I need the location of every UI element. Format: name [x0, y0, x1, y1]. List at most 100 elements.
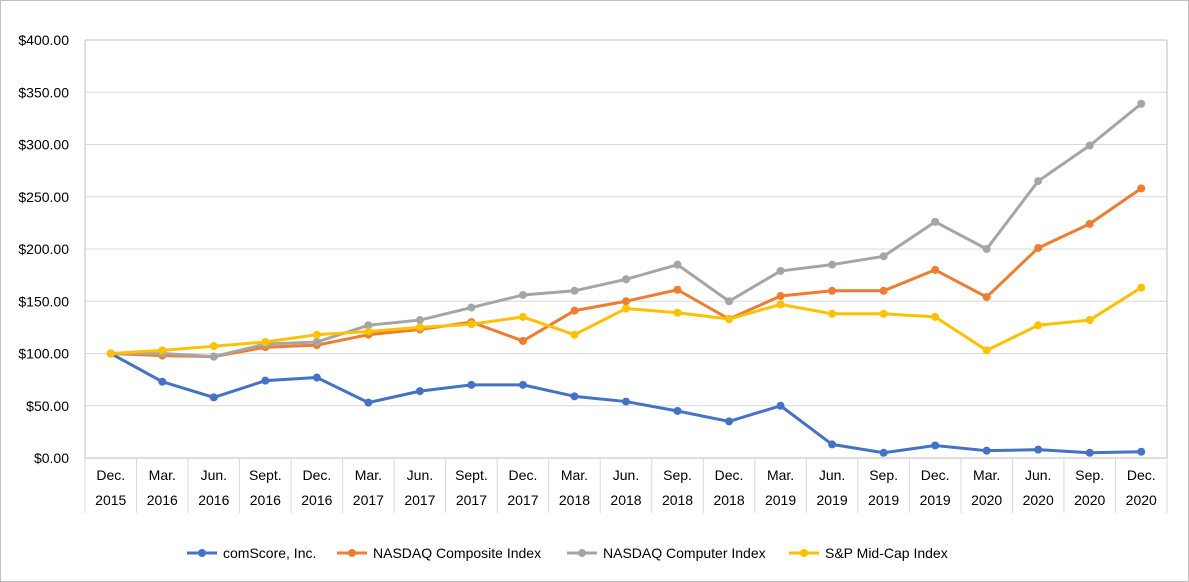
- x-tick-label-year: 2016: [147, 492, 178, 508]
- data-point-s-p-mid-cap-index: [570, 330, 579, 339]
- x-tick-label-month: Dec.: [921, 467, 950, 483]
- data-point-nasdaq-computer-index: [879, 252, 888, 261]
- legend-item-nasdaq-composite-index: NASDAQ Composite Index: [337, 545, 541, 561]
- y-tick-label: $0.00: [34, 450, 69, 466]
- x-tick-label-year: 2018: [610, 492, 641, 508]
- data-point-nasdaq-composite-index: [673, 285, 682, 294]
- legend-item-comscore-inc: comScore, Inc.: [187, 545, 316, 561]
- x-tick-label-month: Mar.: [767, 467, 794, 483]
- data-point-comscore-inc: [725, 417, 734, 426]
- x-tick-label-year: 2016: [301, 492, 332, 508]
- data-point-comscore-inc: [776, 401, 785, 410]
- data-point-comscore-inc: [467, 380, 476, 389]
- x-tick-label-month: Sept.: [249, 467, 282, 483]
- data-point-comscore-inc: [879, 448, 888, 457]
- legend-swatch-marker: [578, 549, 586, 557]
- y-tick-label: $50.00: [26, 398, 69, 414]
- x-tick-label-year: 2017: [456, 492, 487, 508]
- data-point-nasdaq-computer-index: [570, 286, 579, 295]
- x-tick-label-month: Jun.: [819, 467, 845, 483]
- legend-swatch-marker: [198, 549, 206, 557]
- x-tick-label-year: 2018: [559, 492, 590, 508]
- x-tick-label-month: Jun.: [1025, 467, 1051, 483]
- y-tick-label: $250.00: [18, 189, 69, 205]
- data-point-comscore-inc: [1085, 448, 1094, 457]
- data-point-nasdaq-composite-index: [518, 336, 527, 345]
- data-point-nasdaq-computer-index: [209, 352, 218, 361]
- y-tick-label: $350.00: [18, 84, 69, 100]
- data-point-s-p-mid-cap-index: [1085, 316, 1094, 325]
- x-tick-label-month: Jun.: [201, 467, 227, 483]
- x-tick-label-month: Jun.: [613, 467, 639, 483]
- y-tick-label: $300.00: [18, 137, 69, 153]
- data-point-s-p-mid-cap-index: [518, 312, 527, 321]
- data-point-s-p-mid-cap-index: [879, 309, 888, 318]
- data-point-nasdaq-computer-index: [931, 217, 940, 226]
- data-point-nasdaq-computer-index: [364, 321, 373, 330]
- x-tick-label-month: Mar.: [355, 467, 382, 483]
- x-tick-label-year: 2019: [765, 492, 796, 508]
- data-point-nasdaq-composite-index: [982, 293, 991, 302]
- data-point-nasdaq-composite-index: [931, 265, 940, 274]
- data-point-s-p-mid-cap-index: [622, 304, 630, 313]
- data-point-comscore-inc: [673, 406, 682, 415]
- x-tick-label-year: 2017: [353, 492, 384, 508]
- data-point-nasdaq-composite-index: [776, 292, 785, 301]
- series-s-p-mid-cap-index: [106, 283, 1146, 358]
- x-tick-label-month: Sep.: [663, 467, 692, 483]
- data-point-nasdaq-computer-index: [312, 338, 321, 347]
- x-tick-label-month: Sep.: [869, 467, 898, 483]
- x-tick-label-month: Dec.: [302, 467, 331, 483]
- y-tick-label: $200.00: [18, 241, 69, 257]
- data-point-s-p-mid-cap-index: [931, 312, 940, 321]
- data-point-s-p-mid-cap-index: [209, 342, 218, 351]
- data-point-comscore-inc: [570, 392, 579, 401]
- data-point-comscore-inc: [518, 380, 527, 389]
- data-point-s-p-mid-cap-index: [828, 309, 837, 318]
- y-tick-label: $150.00: [18, 293, 69, 309]
- data-point-nasdaq-composite-index: [879, 286, 888, 295]
- data-point-nasdaq-composite-index: [1034, 243, 1043, 252]
- x-tick-label-year: 2020: [1023, 492, 1054, 508]
- x-tick-label-year: 2020: [971, 492, 1002, 508]
- data-point-comscore-inc: [261, 376, 270, 385]
- x-tick-label-month: Dec.: [715, 467, 744, 483]
- data-point-nasdaq-composite-index: [622, 297, 630, 306]
- data-point-nasdaq-composite-index: [570, 306, 579, 315]
- data-point-s-p-mid-cap-index: [1034, 321, 1043, 330]
- data-point-s-p-mid-cap-index: [312, 330, 321, 339]
- data-point-nasdaq-composite-index: [1137, 184, 1146, 193]
- data-point-s-p-mid-cap-index: [1137, 283, 1146, 292]
- legend: comScore, Inc. NASDAQ Composite Index NASD…: [187, 545, 948, 561]
- x-tick-label-month: Sept.: [455, 467, 488, 483]
- data-point-nasdaq-composite-index: [828, 286, 837, 295]
- data-point-comscore-inc: [982, 446, 991, 455]
- legend-swatch-marker: [800, 549, 808, 557]
- x-tick-label-year: 2017: [404, 492, 435, 508]
- data-point-nasdaq-computer-index: [622, 275, 630, 284]
- x-tick-label-year: 2015: [95, 492, 126, 508]
- x-tick-label-month: Mar.: [561, 467, 588, 483]
- data-point-s-p-mid-cap-index: [261, 338, 270, 347]
- data-point-comscore-inc: [1034, 445, 1043, 454]
- series-comscore-inc: [106, 349, 1146, 457]
- x-tick-label-month: Mar.: [149, 467, 176, 483]
- data-point-s-p-mid-cap-index: [364, 327, 373, 336]
- x-tick-label-year: 2019: [817, 492, 848, 508]
- legend-item-s-p-mid-cap-index: S&P Mid-Cap Index: [789, 545, 948, 561]
- x-tick-label-year: 2020: [1074, 492, 1105, 508]
- data-point-nasdaq-computer-index: [776, 266, 785, 275]
- x-tick-label-year: 2020: [1126, 492, 1157, 508]
- x-tick-label-year: 2017: [507, 492, 538, 508]
- legend-swatch-marker: [348, 549, 356, 557]
- x-tick-label-year: 2016: [198, 492, 229, 508]
- y-tick-label: $400.00: [18, 32, 69, 48]
- legend-label: NASDAQ Composite Index: [373, 545, 541, 561]
- data-point-comscore-inc: [312, 373, 321, 382]
- x-tick-label-month: Sep.: [1075, 467, 1104, 483]
- x-tick-label-month: Dec.: [509, 467, 538, 483]
- data-point-nasdaq-computer-index: [673, 260, 682, 269]
- x-tick-label-year: 2016: [250, 492, 281, 508]
